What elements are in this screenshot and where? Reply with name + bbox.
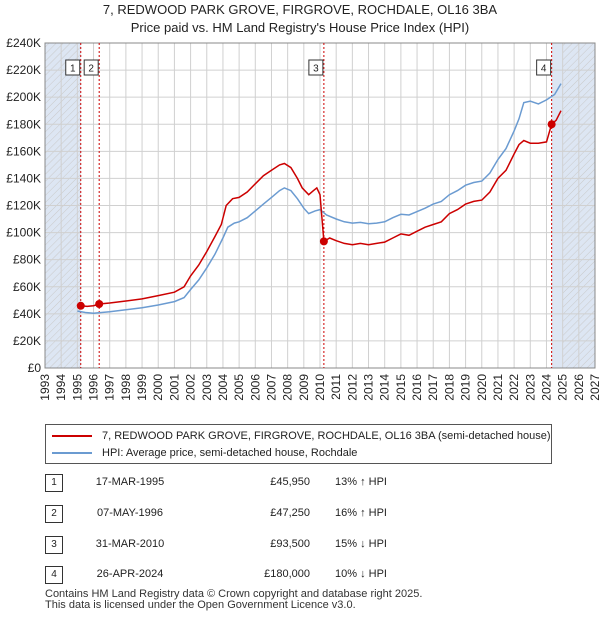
table-row: 3 31-MAR-2010 £93,500 15% ↓ HPI <box>45 536 585 556</box>
x-tick-label: 2015 <box>394 374 408 401</box>
x-tick-label: 1995 <box>70 374 84 401</box>
y-tick-label: £200K <box>6 90 41 104</box>
sale-label-box <box>65 59 81 76</box>
table-row: 2 07-MAY-1996 £47,250 16% ↑ HPI <box>45 505 585 525</box>
sale-price: £47,250 <box>270 507 310 519</box>
y-tick-label: £40K <box>13 307 41 321</box>
x-tick-label: 1999 <box>135 374 149 401</box>
x-tick-label: 2011 <box>329 374 343 400</box>
x-tick-label: 2018 <box>442 374 456 401</box>
sale-number-badge: 4 <box>45 566 63 584</box>
x-tick-label: 2017 <box>426 374 440 401</box>
chart-title-line1: 7, REDWOOD PARK GROVE, FIRGROVE, ROCHDAL… <box>102 2 498 17</box>
sale-point <box>76 301 85 310</box>
sale-number-badge: 3 <box>45 536 63 554</box>
sale-hpi-diff: 10% ↓ HPI <box>335 568 387 580</box>
legend-red-line <box>52 435 92 437</box>
footer-copyright: Contains HM Land Registry data © Crown c… <box>45 588 423 600</box>
x-tick-label: 2027 <box>588 374 600 401</box>
x-tick-label: 2025 <box>556 374 570 401</box>
y-tick-label: £0 <box>28 361 42 375</box>
y-tick-label: £240K <box>6 36 41 50</box>
legend-item-hpi: HPI: Average price, semi-detached house,… <box>52 445 357 461</box>
x-tick-label: 2007 <box>264 374 278 401</box>
sale-point <box>547 120 556 129</box>
chart-title-line2: Price paid vs. HM Land Registry's House … <box>130 20 470 35</box>
y-tick-label: £60K <box>13 280 41 294</box>
sale-hpi-diff: 16% ↑ HPI <box>335 507 387 519</box>
x-tick-label: 2002 <box>184 374 198 401</box>
sale-label-number: 1 <box>70 64 76 75</box>
x-tick-label: 1993 <box>38 374 52 401</box>
y-tick-label: £100K <box>6 226 41 240</box>
x-tick-label: 2001 <box>167 374 181 401</box>
x-tick-label: 2012 <box>345 374 359 401</box>
sale-hpi-diff: 15% ↓ HPI <box>335 538 387 550</box>
sale-date: 17-MAR-1995 <box>95 476 165 488</box>
x-tick-label: 2013 <box>362 374 376 401</box>
footer: Contains HM Land Registry data © Crown c… <box>45 589 422 611</box>
x-tick-label: 2023 <box>523 374 537 401</box>
sale-price: £93,500 <box>270 538 310 550</box>
x-tick-label: 2019 <box>459 374 473 401</box>
sale-price: £45,950 <box>270 476 310 488</box>
sale-point <box>319 237 328 246</box>
legend-label-hpi: HPI: Average price, semi-detached house,… <box>102 447 358 459</box>
x-tick-label: 2022 <box>507 374 521 401</box>
sale-number-badge: 2 <box>45 505 63 523</box>
series-line-property <box>80 110 562 308</box>
sale-hpi-diff: 13% ↑ HPI <box>335 476 387 488</box>
x-tick-label: 2000 <box>151 374 165 401</box>
x-tick-label: 1997 <box>103 374 117 401</box>
series-line-hpi <box>77 83 562 314</box>
x-tick-label: 2014 <box>378 374 392 401</box>
x-tick-label: 2024 <box>539 374 553 401</box>
y-tick-label: £140K <box>6 171 41 185</box>
legend: 7, REDWOOD PARK GROVE, FIRGROVE, ROCHDAL… <box>45 424 552 464</box>
y-tick-label: £120K <box>6 199 41 213</box>
sale-label-box <box>536 59 552 76</box>
legend-blue-line <box>52 452 92 454</box>
table-row: 1 17-MAR-1995 £45,950 13% ↑ HPI <box>45 474 585 494</box>
x-tick-label: 2003 <box>200 374 214 401</box>
y-tick-label: £80K <box>13 253 41 267</box>
sale-label-number: 4 <box>541 64 547 75</box>
sale-label-box <box>83 59 99 76</box>
sale-label-box <box>308 59 324 76</box>
sale-number-badge: 1 <box>45 474 63 492</box>
sale-label-number: 3 <box>313 64 319 75</box>
sale-date: 07-MAY-1996 <box>96 507 164 519</box>
legend-item-property: 7, REDWOOD PARK GROVE, FIRGROVE, ROCHDAL… <box>52 428 551 444</box>
price-chart: £0 £20K £40K £60K £80K £100K £120K £140K £160K £1… <box>6 36 600 401</box>
y-tick-label: £160K <box>6 144 41 158</box>
footer-licence: This data is licensed under the Open Gov… <box>45 599 356 611</box>
x-tick-label: 1998 <box>119 374 133 401</box>
x-tick-label: 2006 <box>248 374 262 401</box>
x-tick-label: 2005 <box>232 374 246 401</box>
x-tick-label: 1994 <box>54 374 68 401</box>
table-row: 4 26-APR-2024 £180,000 10% ↓ HPI <box>45 566 585 586</box>
sale-date: 26-APR-2024 <box>96 568 164 580</box>
y-tick-label: £20K <box>13 334 41 348</box>
x-tick-label: 1996 <box>87 374 101 401</box>
plot-border <box>44 42 596 369</box>
x-tick-label: 2016 <box>410 374 424 401</box>
x-tick-label: 2020 <box>475 374 489 401</box>
sale-point <box>95 300 104 309</box>
x-tick-label: 2004 <box>216 374 230 401</box>
x-tick-label: 2008 <box>281 374 295 401</box>
legend-label-property: 7, REDWOOD PARK GROVE, FIRGROVE, ROCHDAL… <box>102 430 551 442</box>
x-tick-label: 2026 <box>572 374 586 401</box>
y-tick-label: £220K <box>6 63 41 77</box>
x-tick-label: 2009 <box>297 374 311 401</box>
sale-date: 31-MAR-2010 <box>95 538 165 550</box>
x-tick-label: 2021 <box>491 374 505 401</box>
sale-price: £180,000 <box>264 568 310 580</box>
x-tick-label: 2010 <box>313 374 327 401</box>
sale-label-number: 2 <box>88 64 94 75</box>
y-tick-label: £180K <box>6 117 41 131</box>
